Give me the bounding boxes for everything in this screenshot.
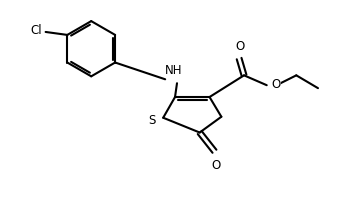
Text: S: S [148, 114, 155, 127]
Text: NH: NH [165, 64, 183, 77]
Text: O: O [272, 78, 281, 91]
Text: Cl: Cl [30, 25, 42, 37]
Text: O: O [212, 159, 221, 172]
Text: O: O [235, 40, 245, 53]
